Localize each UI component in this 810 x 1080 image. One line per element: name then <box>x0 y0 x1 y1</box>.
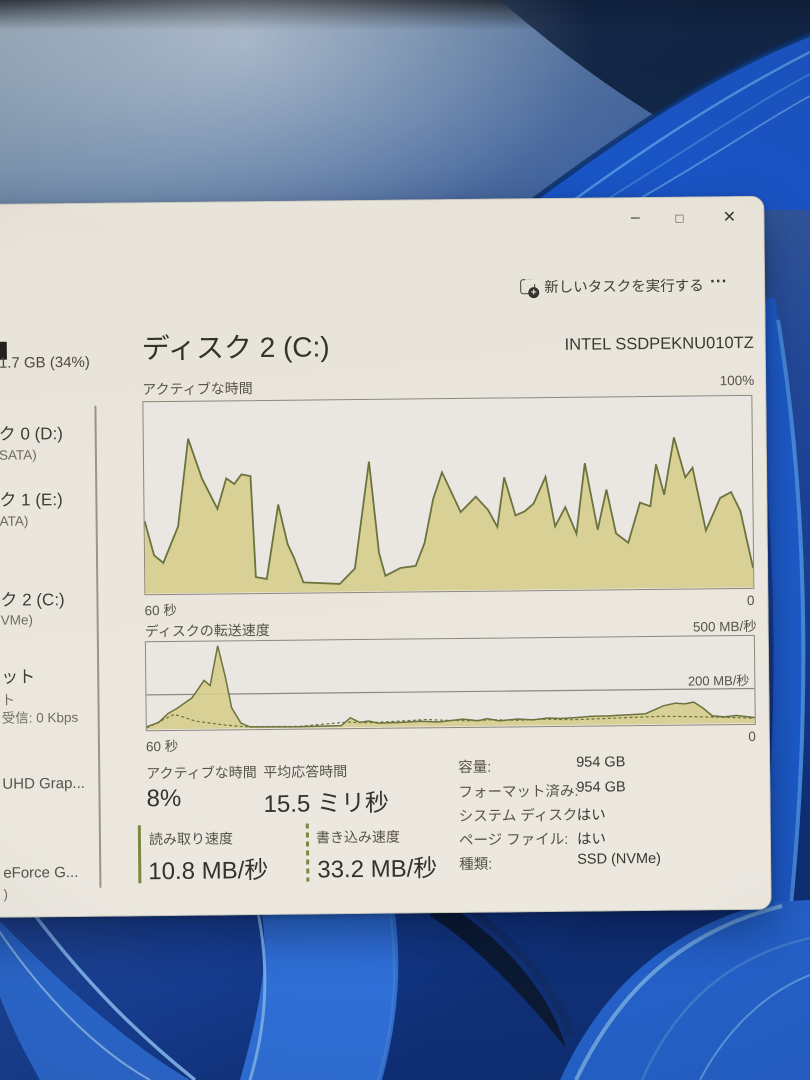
capacity-value: 954 GB <box>576 754 626 771</box>
task-manager-window: – □ ✕ + 新しいタスクを実行する ... 1.7 GB (34%) ク 0… <box>0 195 772 919</box>
sidebar-item-disk2-sub: VMe) <box>0 612 33 628</box>
active-time-axis-left: 60 秒 <box>144 602 177 619</box>
sidebar-item-memory[interactable]: 1.7 GB (34%) <box>0 353 90 372</box>
write-speed-value: 33.2 MB/秒 <box>317 855 438 884</box>
sidebar-item-ethernet[interactable]: ット <box>1 667 36 687</box>
type-value: SSD (NVMe) <box>577 850 662 868</box>
active-time-stat-label: アクティブな時間 <box>146 764 257 782</box>
formatted-label: フォーマット済み: <box>458 783 579 801</box>
sidebar-item-disk0-sub: SATA) <box>0 447 37 463</box>
more-options-button[interactable]: ... <box>710 267 727 297</box>
sidebar-item-disk1-sub: ATA) <box>0 513 29 529</box>
write-speed-accent-bar <box>305 823 310 882</box>
run-new-task-button[interactable]: + 新しいタスクを実行する <box>520 269 704 301</box>
disk-detail-panel: ディスク 2 (C:) INTEL SSDPEKNU010TZ アクティブな時間… <box>137 321 760 893</box>
active-time-chart <box>142 394 755 596</box>
type-label: 種類: <box>459 856 493 873</box>
device-name: INTEL SSDPEKNU010TZ <box>564 333 754 354</box>
system-disk-value: はい <box>576 807 606 824</box>
close-icon: ✕ <box>722 209 737 227</box>
active-time-max-label: 100% <box>719 372 755 389</box>
sidebar-item-ethernet-detail: 受信: 0 Kbps <box>1 709 79 726</box>
sidebar-item-gpu1-sub: ) <box>3 886 9 902</box>
active-time-stat-value: 8% <box>146 784 182 813</box>
sidebar-item-disk1[interactable]: ク 1 (E:) <box>0 490 63 510</box>
transfer-chart-label: ディスクの転送速度 <box>144 621 270 640</box>
transfer-gridline-label: 200 MB/秒 <box>687 672 750 689</box>
transfer-axis-left: 60 秒 <box>145 738 179 755</box>
capacity-label: 容量: <box>458 759 492 776</box>
avg-response-stat-value: 15.5 ミリ秒 <box>263 789 390 819</box>
sidebar-item-gpu1[interactable]: eForce G... <box>3 863 79 882</box>
run-new-task-label: 新しいタスクを実行する <box>544 277 704 296</box>
formatted-value: 954 GB <box>576 779 626 796</box>
active-time-chart-label: アクティブな時間 <box>142 380 253 398</box>
transfer-axis-right: 0 <box>748 728 756 744</box>
sidebar-item-gpu0[interactable]: UHD Grap... <box>2 774 85 793</box>
sidebar-item-disk2[interactable]: ク 2 (C:) <box>0 590 65 610</box>
ellipsis-icon: ... <box>709 267 728 287</box>
page-file-value: はい <box>576 831 607 848</box>
active-time-axis-right: 0 <box>746 592 755 608</box>
system-disk-label: システム ディスク: <box>458 807 582 825</box>
read-speed-accent-bar <box>137 825 142 884</box>
maximize-button[interactable]: □ <box>661 203 697 231</box>
read-speed-label: 読み取り速度 <box>148 830 234 848</box>
transfer-max-label: 500 MB/秒 <box>692 618 757 635</box>
page-title: ディスク 2 (C:) <box>141 331 330 365</box>
maximize-icon: □ <box>675 210 684 226</box>
minimize-button[interactable]: – <box>617 204 653 232</box>
close-button[interactable]: ✕ <box>711 203 747 231</box>
page-file-label: ページ ファイル: <box>458 831 569 849</box>
sidebar-item-disk0[interactable]: ク 0 (D:) <box>0 424 64 444</box>
write-speed-label: 書き込み速度 <box>315 828 401 846</box>
new-task-icon: + <box>520 278 540 298</box>
read-speed-value: 10.8 MB/秒 <box>148 856 269 886</box>
minimize-icon: – <box>630 209 641 227</box>
transfer-chart: 200 MB/秒 <box>144 634 756 732</box>
sidebar-scrollbar[interactable] <box>94 405 102 888</box>
avg-response-stat-label: 平均応答時間 <box>263 763 348 781</box>
